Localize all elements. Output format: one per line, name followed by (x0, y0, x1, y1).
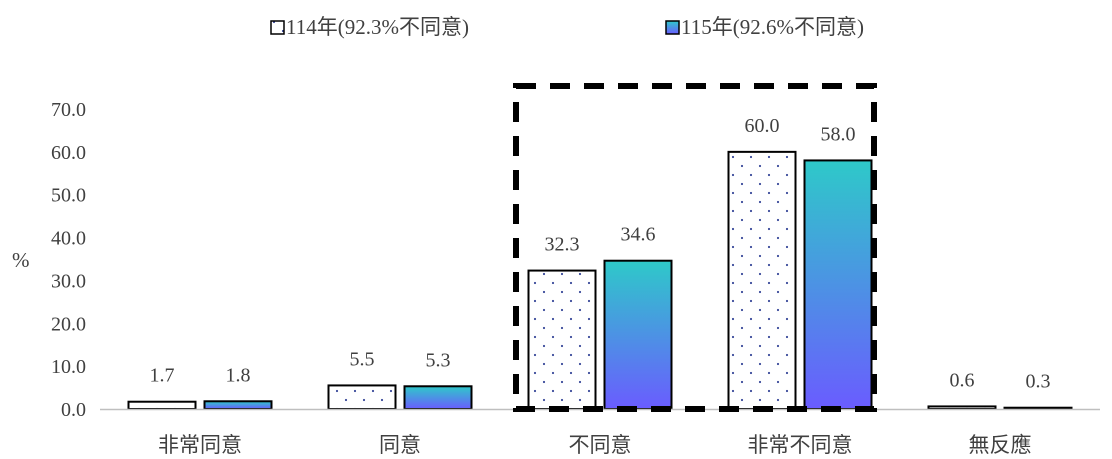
data-label-series-1-2: 32.3 (545, 234, 580, 256)
bar-series-1-2 (527, 269, 597, 411)
bar-series-2-3 (803, 159, 873, 410)
data-label-series-2-1: 5.3 (426, 349, 451, 371)
category-labels: 非常同意 同意 不同意 非常不同意 無反應 (158, 433, 1032, 457)
data-label-series-1-4: 0.6 (950, 369, 975, 391)
category-label: 不同意 (569, 433, 632, 457)
data-label-series-1-3: 60.0 (745, 115, 780, 137)
category-label: 無反應 (969, 433, 1032, 457)
y-axis-ticks: 0.0 10.0 20.0 30.0 40.0 50.0 60.0 70.0 (51, 99, 86, 421)
bar-series-1-0 (127, 400, 197, 411)
data-label-series-1-0: 1.7 (150, 365, 175, 387)
highlight-box (513, 83, 877, 412)
data-labels: 1.7 1.8 5.5 5.3 32.3 34.6 60.0 58.0 0.6 0.3 (150, 115, 1051, 393)
y-tick-label: 70.0 (51, 99, 86, 121)
data-label-series-2-4: 0.3 (1026, 371, 1051, 393)
legend: 114年(92.3%不同意) 115年(92.6%不同意) (270, 15, 864, 39)
y-tick-label: 50.0 (51, 185, 86, 207)
y-tick-label: 20.0 (51, 313, 86, 335)
legend-label-series-2: 115年(92.6%不同意) (681, 15, 864, 39)
bars (127, 150, 1073, 411)
data-label-series-2-3: 58.0 (821, 123, 856, 145)
category-label: 非常不同意 (748, 433, 853, 457)
bar-series-2-2 (603, 259, 673, 411)
legend-label-series-1: 114年(92.3%不同意) (286, 15, 469, 39)
legend-swatch-series-1 (270, 20, 285, 35)
y-tick-label: 40.0 (51, 228, 86, 250)
y-axis-label: % (12, 248, 30, 272)
data-label-series-2-2: 34.6 (621, 224, 656, 246)
y-tick-label: 30.0 (51, 270, 86, 292)
bar-series-1-4 (927, 405, 997, 410)
bar-series-2-1 (403, 385, 473, 410)
category-label: 同意 (379, 433, 421, 457)
bar-series-1-1 (327, 384, 397, 410)
bar-series-1-3 (727, 150, 797, 410)
data-label-series-1-1: 5.5 (350, 348, 375, 370)
bar-series-2-0 (203, 400, 273, 410)
category-label: 非常同意 (158, 433, 242, 457)
legend-swatch-series-2 (665, 20, 680, 35)
y-tick-label: 60.0 (51, 142, 86, 164)
y-tick-label: 10.0 (51, 356, 86, 378)
y-tick-label: 0.0 (61, 399, 86, 421)
data-label-series-2-0: 1.8 (226, 364, 251, 386)
